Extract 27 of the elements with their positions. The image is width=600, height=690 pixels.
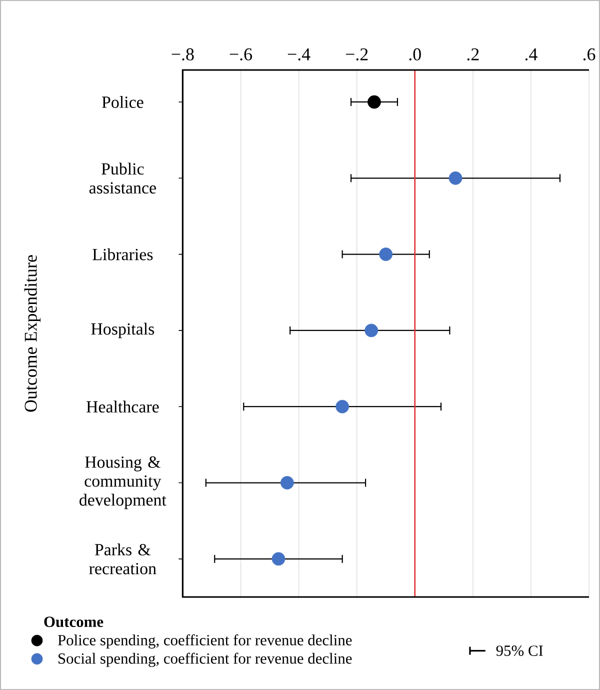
y-tick-label: Healthcare [86, 400, 159, 413]
x-tick-label: .2 [467, 48, 479, 60]
point [368, 95, 381, 109]
point [364, 324, 378, 338]
y-tick-label: Police [102, 96, 144, 108]
x-tick-label: .0 [409, 48, 421, 60]
x-tick-label: −.6 [230, 48, 252, 60]
y-tick-label: Hospitals [91, 322, 154, 338]
point [336, 400, 350, 414]
y-tick-label: Public assistance [89, 162, 156, 194]
legend-title: Outcome [44, 616, 104, 628]
text: 95% CI [496, 646, 543, 656]
y-axis-title: Outcome Expenditure [24, 255, 40, 412]
x-tick-label: .4 [525, 48, 538, 60]
point [280, 476, 294, 490]
legend-label: Police spending, coefficient for revenue decline [58, 634, 352, 649]
x-tick-label: .6 [583, 48, 596, 60]
y-tick-label: Libraries [92, 248, 153, 260]
y-tick-label: Parks & recreation [89, 544, 156, 574]
y-tick-label: Housing & community development [80, 456, 166, 510]
x-tick-label: −.2 [346, 48, 368, 60]
point [448, 171, 462, 185]
legend-label: Social spending, coefficient for revenue decline [58, 652, 352, 667]
point [272, 552, 286, 566]
point [379, 248, 393, 261]
x-tick-label: −.4 [288, 48, 310, 60]
x-tick-label: −.8 [172, 48, 194, 60]
